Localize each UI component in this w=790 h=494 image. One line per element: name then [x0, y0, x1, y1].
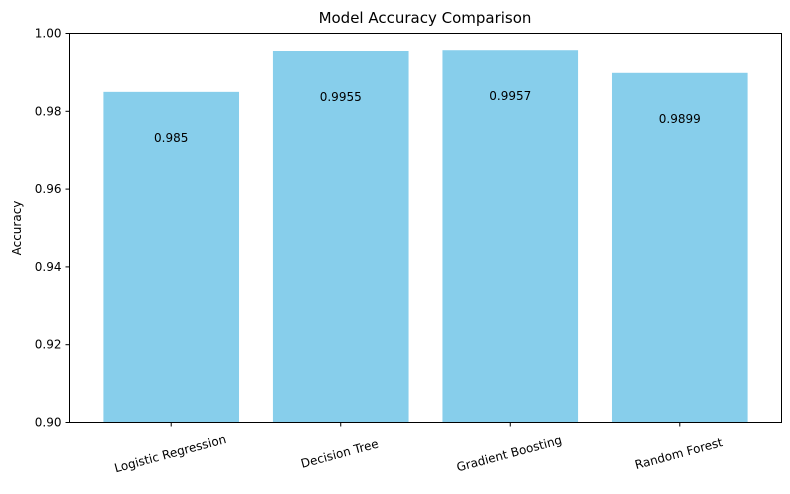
- y-tick-label-4: 0.98: [35, 104, 62, 118]
- bar-1: [272, 51, 409, 423]
- bar-value-label-1: 0.9955: [320, 90, 362, 104]
- y-tick-label-0: 0.90: [35, 416, 62, 430]
- bar-value-label-2: 0.9957: [489, 89, 531, 103]
- x-tick-label-0: Logistic Regression: [113, 432, 228, 475]
- chart-title: Model Accuracy Comparison: [319, 9, 532, 27]
- x-tick-label-2: Gradient Boosting: [455, 433, 563, 475]
- x-tick-label-3: Random Forest: [633, 435, 724, 472]
- y-tick-label-5: 1.00: [35, 27, 62, 41]
- x-tick-label-1: Decision Tree: [299, 437, 380, 471]
- bar-2: [442, 50, 579, 423]
- bar-0: [103, 91, 240, 423]
- y-tick-label-3: 0.96: [35, 182, 62, 196]
- bar-value-label-0: 0.985: [154, 131, 188, 145]
- y-tick-label-2: 0.94: [35, 260, 62, 274]
- y-tick-label-1: 0.92: [35, 338, 62, 352]
- bar-value-label-3: 0.9899: [659, 112, 701, 126]
- y-axis-label: Accuracy: [10, 201, 24, 256]
- bar-3: [611, 72, 748, 423]
- plot-frame: [69, 33, 782, 423]
